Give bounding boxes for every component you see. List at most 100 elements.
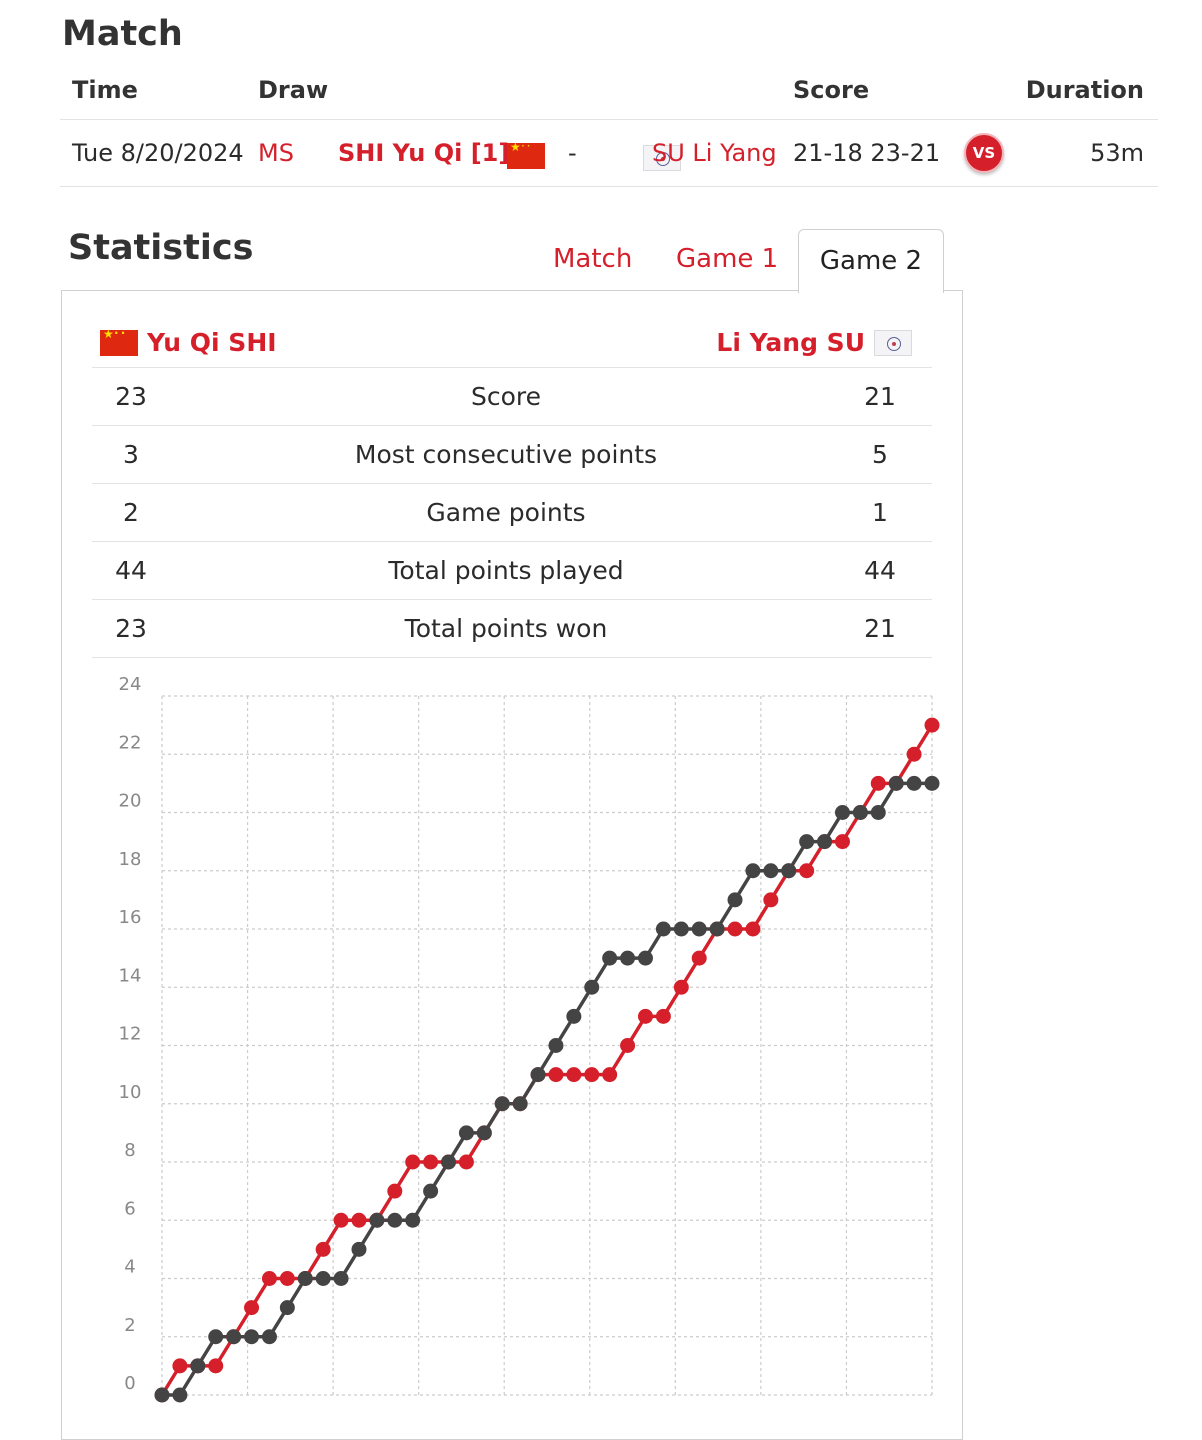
series-2-point bbox=[584, 979, 600, 995]
series-1-point bbox=[208, 1358, 224, 1374]
stat-label: Total points won bbox=[404, 614, 608, 643]
series-1-point bbox=[906, 746, 922, 762]
series-2-point bbox=[906, 775, 922, 791]
y-tick-label: 10 bbox=[119, 1082, 142, 1103]
series-2-point bbox=[154, 1387, 170, 1403]
stat-label: Most consecutive points bbox=[354, 440, 658, 469]
series-2-point bbox=[226, 1329, 242, 1345]
series-2-point bbox=[405, 1212, 421, 1228]
series-1-point bbox=[584, 1067, 600, 1083]
series-2-point bbox=[369, 1212, 385, 1228]
series-1-point bbox=[870, 775, 886, 791]
vs-icon[interactable]: VS bbox=[964, 133, 1004, 173]
stat-p1-value: 3 bbox=[123, 440, 139, 469]
series-1-point bbox=[458, 1154, 474, 1170]
y-tick-label: 8 bbox=[124, 1140, 135, 1161]
series-1-point bbox=[602, 1067, 618, 1083]
series-2-point bbox=[208, 1329, 224, 1345]
series-2-point bbox=[423, 1183, 439, 1199]
series-2-point bbox=[297, 1271, 313, 1286]
players-header: Yu Qi SHI Li Yang SU bbox=[92, 324, 932, 368]
stat-row-points-played: Total points played 44 44 bbox=[92, 542, 932, 600]
series-2-point bbox=[530, 1067, 546, 1083]
y-tick-label: 18 bbox=[119, 849, 142, 870]
stat-label: Total points played bbox=[388, 556, 624, 585]
series-2-point bbox=[620, 950, 636, 966]
stat-p2-value: 21 bbox=[864, 614, 896, 643]
series-2-point bbox=[852, 805, 868, 820]
series-1-point bbox=[834, 834, 850, 850]
match-title: Match bbox=[62, 14, 183, 54]
china-flag-icon bbox=[507, 139, 545, 169]
match-separator: - bbox=[568, 139, 577, 167]
y-tick-label: 0 bbox=[124, 1373, 135, 1394]
stat-p2-value: 44 bbox=[864, 556, 896, 585]
china-flag-icon bbox=[100, 326, 138, 356]
statistics-title: Statistics bbox=[68, 228, 254, 268]
series-1-point bbox=[673, 979, 689, 995]
y-tick-label: 16 bbox=[119, 907, 142, 928]
player1-link[interactable]: SHI Yu Qi [1] bbox=[338, 139, 510, 167]
chinese-taipei-flag-icon bbox=[874, 329, 912, 356]
match-duration: 53m bbox=[1090, 139, 1144, 167]
player2-link[interactable]: SU Li Yang bbox=[652, 139, 777, 167]
series-2-point bbox=[172, 1387, 188, 1403]
draw-header: Draw bbox=[258, 76, 329, 104]
series-2-point bbox=[315, 1271, 331, 1286]
series-1-point bbox=[566, 1067, 582, 1083]
statistics-panel bbox=[61, 290, 963, 1440]
series-2-point bbox=[279, 1300, 295, 1316]
y-tick-label: 22 bbox=[119, 732, 142, 753]
series-1-point bbox=[637, 1008, 653, 1024]
y-tick-label: 14 bbox=[119, 965, 142, 986]
series-2-point bbox=[566, 1008, 582, 1024]
series-1-point bbox=[423, 1154, 439, 1170]
series-1-point bbox=[172, 1358, 188, 1374]
series-2-point bbox=[781, 863, 797, 879]
series-1-point bbox=[244, 1300, 260, 1316]
series-1-point bbox=[763, 892, 779, 908]
series-2-point bbox=[817, 834, 833, 850]
y-tick-label: 20 bbox=[119, 791, 142, 812]
duration-header: Duration bbox=[1025, 76, 1144, 104]
series-2-point bbox=[673, 921, 689, 937]
stat-p1-value: 44 bbox=[115, 556, 147, 585]
series-1-point bbox=[548, 1067, 564, 1083]
series-2-point bbox=[351, 1241, 367, 1257]
player1-name[interactable]: Yu Qi SHI bbox=[147, 328, 277, 357]
stat-label: Game points bbox=[426, 498, 586, 527]
series-2-point bbox=[261, 1329, 277, 1345]
tab-match[interactable]: Match bbox=[553, 244, 633, 274]
series-2-point bbox=[244, 1329, 260, 1345]
series-2-point bbox=[333, 1271, 349, 1286]
series-line-2 bbox=[162, 781, 932, 1397]
draw-link[interactable]: MS bbox=[258, 139, 294, 167]
stat-row-points-won: Total points won 23 21 bbox=[92, 600, 932, 658]
series-1-point bbox=[333, 1212, 349, 1228]
series-2-point bbox=[727, 892, 743, 908]
match-row: Tue 8/20/2024 MS SHI Yu Qi [1] - SU Li Y… bbox=[60, 121, 1158, 187]
tab-game-1[interactable]: Game 1 bbox=[676, 244, 779, 274]
match-table-header: Time Draw Score Duration bbox=[60, 74, 1158, 120]
score-header: Score bbox=[793, 76, 870, 104]
y-tick-label: 2 bbox=[124, 1315, 135, 1336]
y-tick-label: 12 bbox=[119, 1024, 142, 1045]
series-1-point bbox=[315, 1241, 331, 1257]
chinese-taipei-flag-icon bbox=[642, 145, 681, 171]
series-1-point bbox=[727, 921, 743, 937]
tab-game-2[interactable]: Game 2 bbox=[798, 229, 944, 293]
series-2-point bbox=[476, 1125, 492, 1141]
stat-p1-value: 23 bbox=[115, 382, 147, 411]
player2-name[interactable]: Li Yang SU bbox=[716, 328, 865, 357]
series-1-point bbox=[261, 1271, 277, 1286]
series-2-point bbox=[637, 950, 653, 966]
series-1-point bbox=[691, 950, 707, 966]
stat-p1-value: 23 bbox=[115, 614, 147, 643]
match-score: 21-18 23-21 bbox=[793, 139, 941, 167]
match-time: Tue 8/20/2024 bbox=[72, 139, 244, 167]
y-tick-label: 4 bbox=[124, 1257, 135, 1278]
stat-p1-value: 2 bbox=[123, 498, 139, 527]
series-1-point bbox=[655, 1008, 671, 1024]
stat-label: Score bbox=[470, 382, 542, 411]
